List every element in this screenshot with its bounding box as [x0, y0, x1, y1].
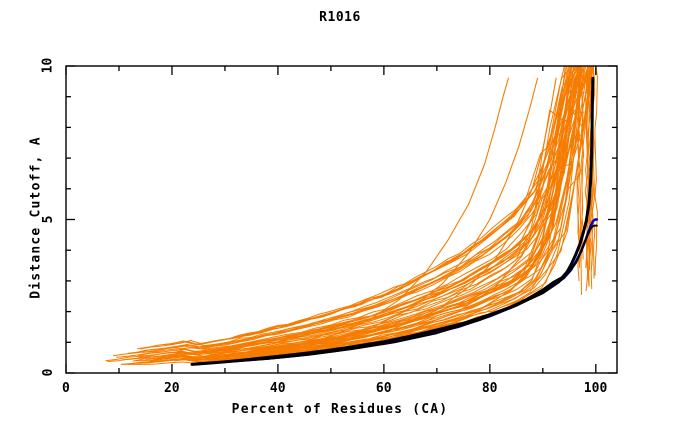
y-tick-label-10: 10: [40, 57, 56, 74]
outlier-curve-1: [224, 77, 539, 360]
y-tick-label-5: 5: [40, 215, 56, 223]
x-tick-label-80: 80: [481, 381, 498, 396]
x-tick-label-0: 0: [62, 381, 70, 396]
prediction-curve-48: [176, 65, 582, 360]
axis-frame: [65, 65, 618, 374]
prediction-curve-34: [139, 65, 594, 350]
y-tick-label-0: 0: [40, 368, 56, 377]
chart-title: R1016: [319, 10, 361, 25]
prediction-tail-12: [585, 65, 589, 291]
prediction-tail-13: [580, 65, 584, 295]
x-axis-label: Percent of Residues (CA): [231, 402, 449, 417]
prediction-tail-0: [594, 65, 598, 276]
outlier-curve-2: [213, 77, 557, 362]
prediction-curve-46: [107, 65, 578, 362]
prediction-curve-42: [138, 65, 594, 358]
prediction-curve-49: [121, 65, 587, 365]
prediction-tail-6: [577, 65, 582, 268]
outlier-curve-0: [240, 77, 509, 359]
prediction-curve-41: [231, 65, 585, 339]
x-tick-label-20: 20: [163, 381, 180, 396]
prediction-curve-13: [116, 65, 583, 358]
x-tick-label-100: 100: [583, 381, 608, 396]
prediction-curve-40: [132, 65, 589, 362]
prediction-curve-15: [172, 65, 580, 355]
prediction-curve-37: [112, 65, 591, 357]
x-tick-label-40: 40: [269, 381, 286, 396]
prediction-curve-1: [142, 65, 592, 353]
prediction-curve-47: [145, 65, 589, 360]
prediction-curve-51: [204, 65, 585, 358]
prediction-curve-31: [200, 65, 583, 347]
prediction-curve-39: [175, 65, 595, 353]
prediction-curve-32: [174, 65, 594, 363]
series-second-model-black-plateau: [191, 224, 598, 365]
prediction-curve-27: [129, 111, 585, 365]
prediction-curve-50: [175, 65, 587, 354]
series-best-model-black: [190, 76, 595, 366]
prediction-curve-33: [151, 65, 586, 360]
prediction-curve-9: [225, 65, 580, 350]
curve-layer: [105, 65, 599, 366]
outlier-curve-3: [203, 77, 571, 362]
x-tick-label-60: 60: [375, 381, 392, 396]
